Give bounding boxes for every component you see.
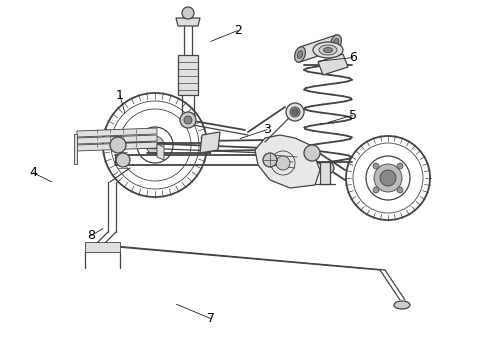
Polygon shape	[157, 144, 164, 160]
Circle shape	[322, 162, 334, 174]
Circle shape	[397, 163, 403, 169]
Polygon shape	[255, 135, 320, 188]
Circle shape	[184, 116, 192, 124]
Text: 1: 1	[116, 89, 124, 102]
Polygon shape	[77, 142, 157, 151]
Text: 7: 7	[207, 312, 215, 325]
Polygon shape	[85, 242, 120, 252]
Ellipse shape	[333, 39, 339, 46]
Polygon shape	[77, 128, 157, 137]
Circle shape	[373, 187, 379, 193]
Circle shape	[292, 109, 298, 115]
Circle shape	[110, 137, 126, 153]
Circle shape	[146, 136, 164, 154]
Polygon shape	[176, 18, 200, 26]
Ellipse shape	[319, 45, 337, 55]
Polygon shape	[320, 162, 330, 184]
Ellipse shape	[394, 301, 410, 309]
Circle shape	[263, 153, 277, 167]
Circle shape	[397, 187, 403, 193]
Text: 8: 8	[87, 229, 95, 242]
Circle shape	[180, 112, 196, 128]
Circle shape	[276, 156, 290, 170]
Ellipse shape	[294, 47, 305, 62]
Polygon shape	[318, 54, 348, 75]
Circle shape	[182, 7, 194, 19]
Text: 3: 3	[263, 123, 271, 136]
Circle shape	[290, 107, 300, 117]
Polygon shape	[74, 134, 77, 164]
Polygon shape	[178, 55, 198, 95]
Circle shape	[304, 145, 320, 161]
Circle shape	[380, 170, 396, 186]
Ellipse shape	[297, 51, 303, 58]
Circle shape	[116, 153, 130, 167]
Text: 6: 6	[349, 51, 357, 64]
Polygon shape	[300, 35, 336, 62]
Polygon shape	[77, 135, 157, 144]
Circle shape	[286, 103, 304, 121]
Ellipse shape	[331, 35, 342, 50]
Circle shape	[373, 163, 379, 169]
Circle shape	[374, 164, 402, 192]
Text: 4: 4	[29, 166, 37, 179]
Text: 5: 5	[349, 109, 357, 122]
Ellipse shape	[323, 48, 333, 53]
Polygon shape	[200, 132, 220, 153]
Ellipse shape	[313, 42, 343, 58]
Text: 2: 2	[234, 24, 242, 37]
